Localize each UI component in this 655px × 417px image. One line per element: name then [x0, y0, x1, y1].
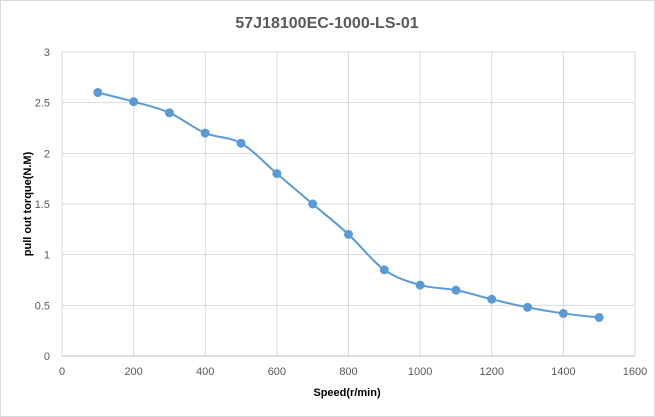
x-tick-label: 1600 [623, 366, 647, 378]
data-point [379, 265, 389, 275]
y-tick-label: 2 [44, 148, 50, 160]
x-tick-label: 400 [196, 366, 214, 378]
x-tick-label: 1400 [551, 366, 575, 378]
x-axis-title: Speed(r/min) [313, 387, 381, 399]
data-point [129, 97, 139, 107]
y-tick-label: 2.5 [35, 98, 50, 110]
y-tick-label: 1.5 [35, 199, 50, 211]
data-point [200, 128, 210, 138]
y-tick-label: 3 [44, 47, 50, 59]
data-point [93, 88, 103, 98]
tick-labels: 0 0.5 1 1.5 2 2.5 3 0 200 400 600 800 1000 1200 1400 16… [35, 47, 648, 378]
data-point [451, 285, 461, 295]
gridlines [61, 51, 636, 357]
x-tick-label: 800 [339, 366, 357, 378]
x-tick-label: 0 [59, 366, 65, 378]
data-point [487, 294, 497, 304]
chart-title: 57J18100EC-1000-LS-01 [235, 15, 418, 32]
y-tick-label: 1 [44, 250, 50, 262]
data-point [344, 229, 353, 239]
data-point [272, 169, 282, 179]
x-tick-label: 1000 [408, 366, 432, 378]
data-point [523, 302, 533, 312]
x-tick-label: 1200 [480, 366, 504, 378]
series-layer [93, 88, 604, 322]
y-tick-label: 0 [44, 351, 50, 363]
data-point [164, 108, 174, 118]
x-tick-label: 600 [268, 366, 286, 378]
data-point [558, 308, 568, 318]
data-point [308, 199, 318, 209]
x-tick-label: 200 [124, 366, 142, 378]
data-point [415, 280, 425, 290]
data-point [236, 138, 246, 148]
y-tick-label: 0.5 [35, 300, 50, 312]
y-axis-title: pull out torque(N.M) [22, 151, 34, 256]
data-point [594, 312, 604, 322]
